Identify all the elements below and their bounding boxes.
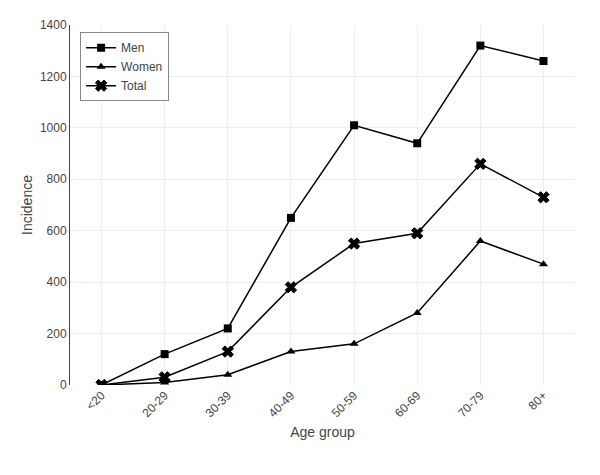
svg-text:1000: 1000 (40, 121, 67, 135)
svg-text:Women: Women (121, 60, 162, 74)
svg-text:200: 200 (47, 327, 67, 341)
svg-text:Age group: Age group (290, 424, 355, 440)
svg-text:600: 600 (47, 224, 67, 238)
svg-text:1200: 1200 (40, 70, 67, 84)
svg-text:70-79: 70-79 (455, 388, 487, 420)
svg-text:60-69: 60-69 (392, 388, 424, 420)
svg-text:20-29: 20-29 (139, 388, 171, 420)
svg-text:0: 0 (60, 378, 67, 392)
svg-text:40-49: 40-49 (266, 388, 298, 420)
svg-text:50-59: 50-59 (329, 388, 361, 420)
svg-text:1400: 1400 (40, 18, 67, 32)
svg-text:Men: Men (121, 41, 144, 55)
svg-text:<20: <20 (84, 388, 109, 413)
svg-text:800: 800 (47, 172, 67, 186)
svg-text:Incidence: Incidence (19, 175, 35, 235)
svg-text:80+: 80+ (526, 388, 550, 412)
svg-text:Total: Total (121, 79, 146, 93)
svg-text:400: 400 (47, 275, 67, 289)
svg-text:30-39: 30-39 (203, 388, 235, 420)
